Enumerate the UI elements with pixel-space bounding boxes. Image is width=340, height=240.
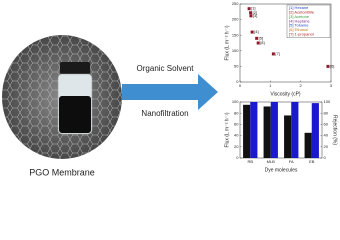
arrow-bottom-label: Nanofiltration	[141, 109, 188, 118]
arrow-top-label: Organic Solvent	[137, 64, 195, 73]
y-tick-label: 50	[234, 63, 239, 68]
point	[255, 36, 259, 40]
y2-tick-label: 40	[324, 133, 329, 138]
y-tick-label: 20	[234, 144, 239, 149]
bar	[250, 102, 258, 158]
x-axis-title: Viscosity (cP)	[270, 91, 301, 97]
point-label: [2]	[253, 10, 257, 15]
legend-entry: [7] 1-propanol	[289, 31, 314, 36]
arrow	[122, 74, 218, 110]
x-tick-label: 2	[300, 83, 303, 88]
legend-entry: [4] Heptane	[289, 18, 310, 23]
bar	[291, 102, 299, 158]
y-tick-label: 80	[234, 110, 239, 115]
point	[249, 14, 253, 18]
bar	[284, 115, 292, 158]
x-tick-label: MLB	[267, 159, 276, 164]
x-tick-label: 0	[239, 83, 242, 88]
x-tick-label: RB	[247, 159, 253, 164]
bar	[270, 102, 278, 158]
plot-frame	[239, 101, 323, 159]
legend-entry: [6] Ethanol	[289, 27, 308, 32]
y-tick-label: 40	[234, 133, 239, 138]
y2-axis-title: Rejection (%)	[332, 115, 338, 145]
bar	[263, 106, 271, 158]
x-tick-label: 3	[330, 83, 333, 88]
y2-tick-label: 60	[324, 121, 329, 126]
bar	[311, 103, 319, 158]
membrane-label: PGO Membrane	[29, 167, 95, 177]
point	[326, 64, 330, 68]
x-tick-label: FA	[289, 159, 294, 164]
legend-entry: [2] Acetonitrile	[289, 9, 315, 14]
y-tick-label: 100	[232, 48, 239, 53]
legend-entry: [3] Acetone	[289, 14, 310, 19]
bar	[304, 132, 312, 158]
plot-frame	[239, 3, 332, 83]
y-tick-label: 100	[232, 99, 239, 104]
point-label: [4]	[254, 29, 258, 34]
point	[250, 30, 254, 34]
y-axis-title: Flux (L m⁻² h⁻¹)	[224, 112, 230, 147]
legend-box	[286, 4, 331, 38]
y-tick-label: 0	[236, 155, 239, 160]
y2-tick-label: 80	[324, 110, 329, 115]
bar	[243, 104, 251, 158]
point-label: [8]	[260, 40, 264, 45]
point	[271, 52, 275, 56]
y-tick-label: 250	[232, 1, 239, 6]
y-tick-label: 200	[232, 17, 239, 22]
point	[249, 11, 253, 15]
point-label: [1]	[251, 6, 255, 11]
y-tick-label: 60	[234, 121, 239, 126]
y-tick-label: 150	[232, 32, 239, 37]
y2-tick-label: 100	[324, 99, 331, 104]
y2-tick-label: 0	[324, 155, 327, 160]
point	[256, 41, 260, 45]
point-label: [3]	[253, 13, 257, 18]
point	[247, 7, 251, 11]
point-label: [5]	[259, 35, 263, 40]
point-label: [6]	[330, 63, 334, 68]
x-tick-label: 1	[269, 83, 272, 88]
legend-entry: [5] Toluene	[289, 23, 309, 28]
membrane-photo	[2, 35, 122, 159]
graphical-abstract: PGO Membrane Organic Solvent Nanofiltrat…	[2, 1, 338, 177]
x-tick-label: EB	[309, 159, 315, 164]
y-axis-title: Flux (L m⁻² h⁻¹)	[224, 25, 230, 60]
point-label: [7]	[275, 51, 279, 56]
y2-tick-label: 20	[324, 144, 329, 149]
y-tick-label: 0	[236, 79, 239, 84]
legend-entry: [1] Hexane	[289, 5, 309, 10]
x-axis-title: Dye molecules	[265, 167, 298, 173]
